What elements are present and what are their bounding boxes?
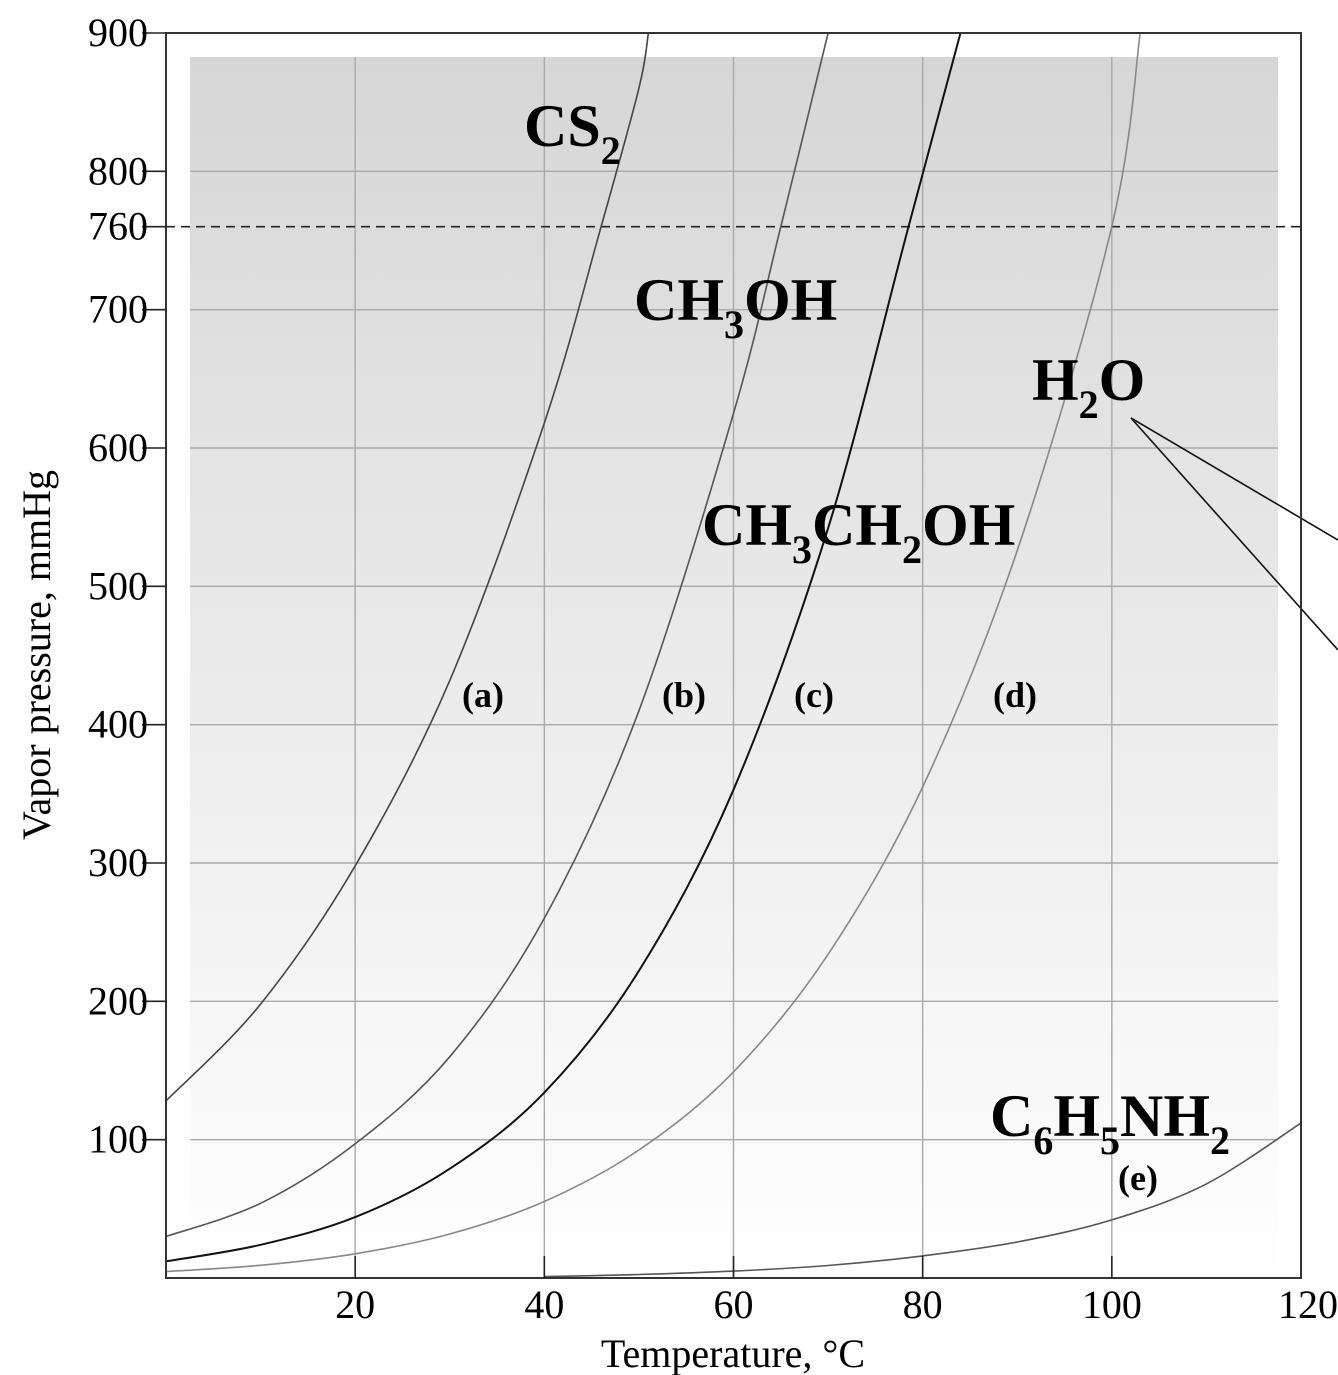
curve-letter-e: (e) <box>1118 1158 1158 1198</box>
species-label-a: CS2 <box>524 93 621 173</box>
y-tick-label-900: 900 <box>88 10 148 55</box>
curve-letter-d: (d) <box>993 675 1037 715</box>
y-tick-label-300: 300 <box>88 840 148 885</box>
curve-c <box>166 33 962 1263</box>
curve-b <box>166 33 829 1238</box>
curve-letter-b: (b) <box>662 675 706 715</box>
curves <box>166 33 1301 1278</box>
curve-e <box>544 1122 1301 1278</box>
y-tick-label-100: 100 <box>88 1117 148 1162</box>
axes: 20 40 60 80 100 120 100 200 300 400 500 600 700 760 80… <box>88 10 1338 1327</box>
x-tick-label-80: 80 <box>903 1282 943 1327</box>
y-tick-label-500: 500 <box>88 563 148 608</box>
y-tick-label-760: 760 <box>88 204 148 249</box>
x-tick-label-40: 40 <box>524 1282 564 1327</box>
series-labels: CS2 (a) CH3OH (b) CH3CH2OH (c) H2O (d) C6H5NH2(e… <box>462 93 1230 1198</box>
x-tick-label-20: 20 <box>335 1282 375 1327</box>
curve-d <box>166 33 1141 1273</box>
x-tick-label-120: 120 <box>1278 1282 1338 1327</box>
y-tick-label-200: 200 <box>88 978 148 1023</box>
callout-wedge <box>1130 417 1338 651</box>
x-axis-title: Temperature, °C <box>601 1331 865 1375</box>
species-label-c: CH3CH2OH <box>702 492 1015 572</box>
water-callout <box>1130 417 1338 651</box>
y-tick-label-800: 800 <box>88 148 148 193</box>
x-tick-label-60: 60 <box>714 1282 754 1327</box>
y-tick-label-700: 700 <box>88 287 148 332</box>
species-label-e: C6H5NH2 <box>990 1083 1230 1163</box>
grid <box>190 57 1278 1278</box>
curve-letter-c: (c) <box>794 675 834 715</box>
species-label-b: CH3OH <box>634 267 837 347</box>
x-tick-label-100: 100 <box>1082 1282 1142 1327</box>
species-label-d: H2O <box>1032 347 1145 427</box>
curve-letter-a: (a) <box>462 675 504 715</box>
y-tick-label-400: 400 <box>88 702 148 747</box>
curve-a <box>166 33 650 1102</box>
y-tick-label-600: 600 <box>88 425 148 470</box>
y-axis-title: Vapor pressure, mmHg <box>14 470 59 840</box>
